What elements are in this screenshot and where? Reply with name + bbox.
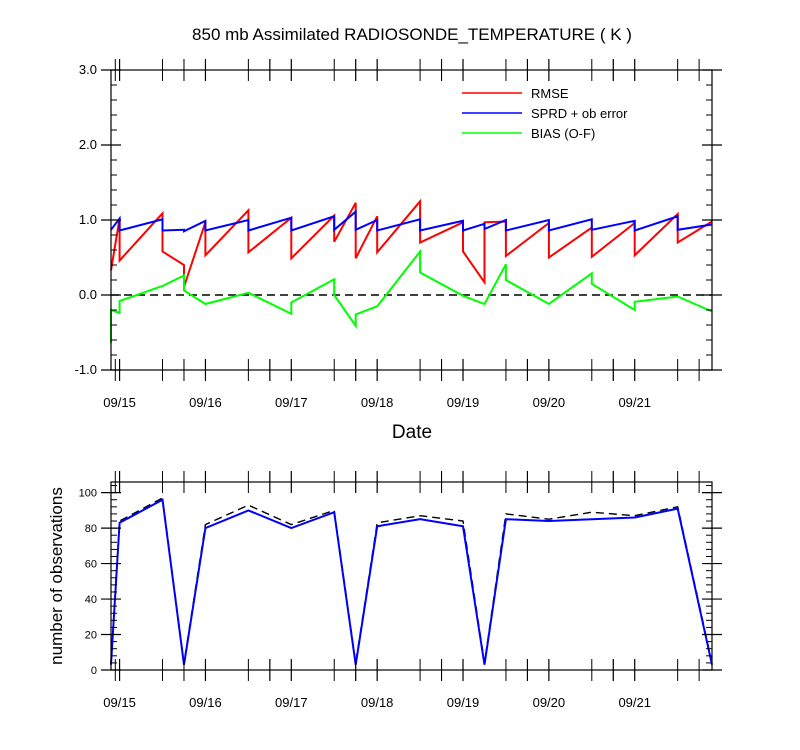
- x-tick-label: 09/16: [189, 395, 222, 410]
- y-tick-label: 0: [91, 665, 97, 677]
- y-tick-label: 0.0: [79, 287, 97, 302]
- y-tick-label: 100: [79, 488, 97, 500]
- y-tick-label: 2.0: [79, 137, 97, 152]
- bottom-axis-ticks: 0 20 40 60 80 100 09/15 09/16 09/17 09/18 09/19 09/…: [79, 471, 722, 710]
- y-tick-label: -1.0: [75, 362, 97, 377]
- top-chart: 850 mb Assimilated RADIOSONDE_TEMPERATUR…: [75, 25, 722, 443]
- x-tick-label: 09/17: [275, 395, 308, 410]
- bottom-chart: 0 20 40 60 80 100 09/15 09/16 09/17 09/18 09/19 09/…: [47, 471, 722, 710]
- y-tick-label: 80: [85, 523, 97, 535]
- x-tick-label: 09/18: [361, 395, 394, 410]
- x-tick-label: 09/21: [618, 695, 651, 710]
- y-tick-label: 20: [85, 630, 97, 642]
- y-tick-label: 60: [85, 559, 97, 571]
- y-axis-label: number of observations: [47, 487, 66, 665]
- x-tick-label: 09/18: [361, 695, 394, 710]
- x-tick-label: 09/16: [189, 695, 222, 710]
- series-dashed-line: [110, 496, 713, 664]
- chart-title: 850 mb Assimilated RADIOSONDE_TEMPERATUR…: [192, 25, 632, 44]
- x-tick-label: 09/20: [533, 395, 566, 410]
- top-series-layer: [110, 198, 713, 343]
- bottom-series-layer: [110, 496, 713, 665]
- y-tick-label: 40: [85, 594, 97, 606]
- bottom-plot-frame: [110, 481, 713, 671]
- x-tick-label: 09/20: [533, 695, 566, 710]
- top-axis-ticks: -1.0 0.0 1.0 2.0 3.0 09/15 09/16 09/17 09/18 09/1…: [75, 59, 722, 410]
- x-tick-label: 09/19: [447, 695, 480, 710]
- x-tick-label: 09/15: [103, 395, 136, 410]
- legend-label-bias-o-f: BIAS (O-F): [531, 126, 595, 141]
- legend-label-sprd-ob-error: SPRD + ob error: [531, 106, 628, 121]
- series-rmse: [110, 198, 713, 288]
- y-tick-label: 3.0: [79, 62, 97, 77]
- series-sprd-ob-error: [110, 209, 713, 233]
- y-tick-label: 1.0: [79, 212, 97, 227]
- x-tick-label: 09/19: [447, 395, 480, 410]
- series-solid-line: [110, 498, 713, 665]
- series-bias-o-f: [110, 248, 713, 343]
- x-axis-label: Date: [392, 422, 432, 443]
- x-tick-label: 09/15: [103, 695, 136, 710]
- legend: RMSE SPRD + ob error BIAS (O-F): [462, 86, 628, 141]
- x-tick-label: 09/21: [618, 395, 651, 410]
- legend-label-rmse: RMSE: [531, 86, 569, 101]
- x-tick-label: 09/17: [275, 695, 308, 710]
